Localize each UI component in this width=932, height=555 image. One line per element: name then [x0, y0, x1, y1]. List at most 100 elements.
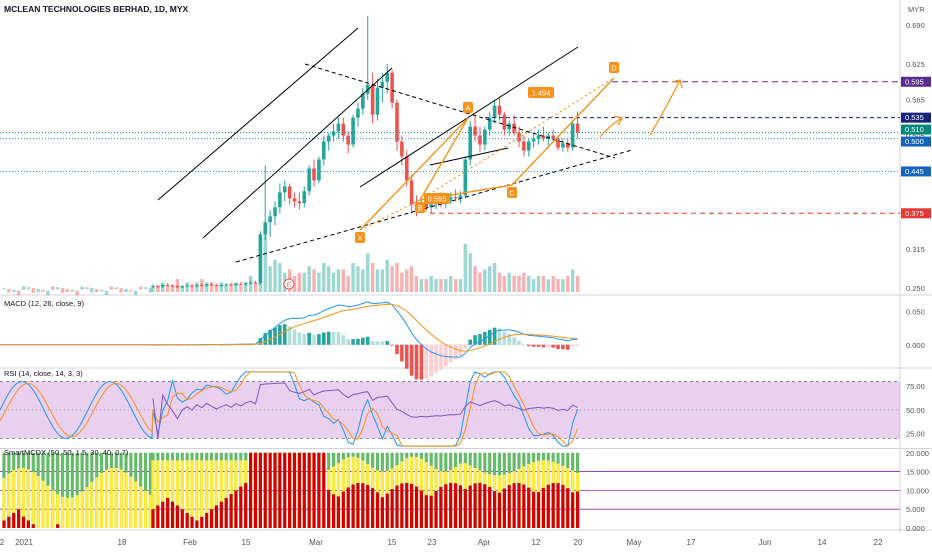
- volume-bar: [99, 289, 104, 292]
- macd-histogram-bar: [322, 332, 326, 345]
- mcdx-bar-yellow: [214, 460, 219, 528]
- mcdx-bar-red: [317, 452, 321, 528]
- mcdx-bar-red: [288, 452, 292, 528]
- mcdx-bar-yellow: [219, 460, 223, 528]
- mcdx-bar-yellow: [195, 460, 199, 528]
- mcdx-bar-yellow: [424, 462, 428, 528]
- mcdx-bar-yellow: [161, 460, 165, 528]
- mcdx-bar-red: [205, 512, 209, 528]
- volume-bar: [512, 275, 516, 292]
- volume-bar: [551, 275, 555, 292]
- candle-body: [214, 285, 219, 287]
- candle-body: [492, 105, 497, 118]
- volume-bar: [297, 272, 302, 292]
- volume-bar: [326, 266, 331, 292]
- mcdx-bar-red: [161, 501, 165, 528]
- mcdx-bar-red: [17, 509, 21, 528]
- mcdx-bar-red: [532, 491, 536, 528]
- mcdx-bar-yellow: [2, 477, 6, 528]
- time-tick: Apr: [478, 538, 491, 547]
- ratio-label: 0.595: [428, 195, 447, 204]
- time-tick: 17: [687, 538, 696, 547]
- mcdx-bar-red: [571, 492, 575, 528]
- volume-bar: [556, 279, 560, 292]
- price-tick: 0.625: [906, 60, 925, 69]
- mcdx-bar-red: [395, 485, 399, 528]
- rsi-tick: 50.00: [906, 406, 925, 415]
- ratio-label-box: [424, 193, 450, 204]
- mcdx-bar-yellow: [170, 460, 175, 528]
- time-tick: 12: [532, 538, 541, 547]
- candle-body: [517, 132, 521, 142]
- time-tick: 14: [818, 538, 827, 547]
- volume-bar: [424, 279, 428, 292]
- macd-histogram-bar: [395, 344, 399, 355]
- mcdx-bar-red: [497, 492, 502, 528]
- macd-histogram-bar: [341, 335, 346, 345]
- mcdx-bar-red: [434, 490, 438, 528]
- mcdx-bar-yellow: [85, 487, 89, 528]
- mcdx-bar-yellow: [90, 482, 94, 528]
- mcdx-bar-yellow: [21, 467, 26, 528]
- volume-bar: [46, 290, 50, 296]
- volume-bar: [541, 275, 546, 292]
- currency-label: MYR: [908, 5, 925, 14]
- mcdx-bar-red: [209, 509, 214, 528]
- volume-bar: [507, 272, 511, 292]
- volume-bar: [21, 286, 26, 290]
- mcdx-bar-yellow: [75, 495, 79, 528]
- mcdx-tick: 15.000: [906, 468, 929, 477]
- time-tick: 20: [574, 538, 583, 547]
- price-label-badge: [901, 76, 931, 87]
- mcdx-bar-red: [380, 497, 384, 528]
- candle-body: [409, 180, 414, 205]
- price-label-badge: [901, 124, 931, 135]
- macd-histogram-bar: [526, 344, 531, 347]
- time-tick: May: [626, 538, 641, 547]
- volume-bar: [244, 282, 248, 292]
- volume-bar: [473, 266, 477, 292]
- macd-histogram-bar: [297, 332, 302, 345]
- mcdx-bar-green: [51, 452, 55, 528]
- candle-body: [282, 186, 287, 193]
- volume-bar: [60, 288, 65, 293]
- mcdx-bar-red: [575, 491, 580, 528]
- macd-histogram-bar: [317, 334, 321, 345]
- mcdx-bar-yellow: [51, 490, 55, 528]
- mcdx-bar-red: [170, 501, 175, 528]
- candle-body: [326, 135, 331, 142]
- price-label-badge: [901, 166, 931, 177]
- candle-body: [302, 191, 307, 204]
- volume-bar: [302, 272, 306, 292]
- macd-histogram-bar: [531, 344, 536, 347]
- candle-body: [200, 285, 204, 287]
- mcdx-bar-red: [341, 491, 345, 528]
- candle-body: [160, 285, 165, 287]
- mcdx-bar-yellow: [166, 460, 170, 528]
- channel-upper-2: [359, 46, 579, 188]
- mcdx-tick: 5.000: [906, 505, 925, 514]
- volume-bar: [148, 288, 153, 293]
- mcdx-bar-red: [151, 509, 155, 528]
- macd-histogram-bar: [512, 337, 516, 345]
- mcdx-bar-red: [405, 482, 409, 528]
- mcdx-bar-yellow: [26, 469, 30, 528]
- macd-histogram-bar: [375, 341, 380, 345]
- candle-body: [351, 117, 355, 145]
- mcdx-bar-red: [522, 484, 526, 528]
- volume-bar: [531, 279, 536, 292]
- rsi-tick: 25.00: [906, 430, 925, 439]
- chart-title: MCLEAN TECHNOLOGIES BERHAD, 1D, MYX: [4, 4, 189, 14]
- volume-bar: [405, 269, 409, 292]
- candle-body: [380, 81, 385, 88]
- volume-bar: [414, 275, 419, 292]
- macd-histogram-bar: [273, 327, 277, 345]
- mcdx-bar-red: [488, 487, 492, 528]
- pattern-point-b: B: [417, 204, 422, 213]
- candle-body: [556, 138, 560, 148]
- mcdx-bar-red: [414, 486, 419, 528]
- mcdx-bar-red: [239, 486, 243, 528]
- volume-bar: [546, 279, 550, 292]
- volume-bar: [119, 288, 123, 293]
